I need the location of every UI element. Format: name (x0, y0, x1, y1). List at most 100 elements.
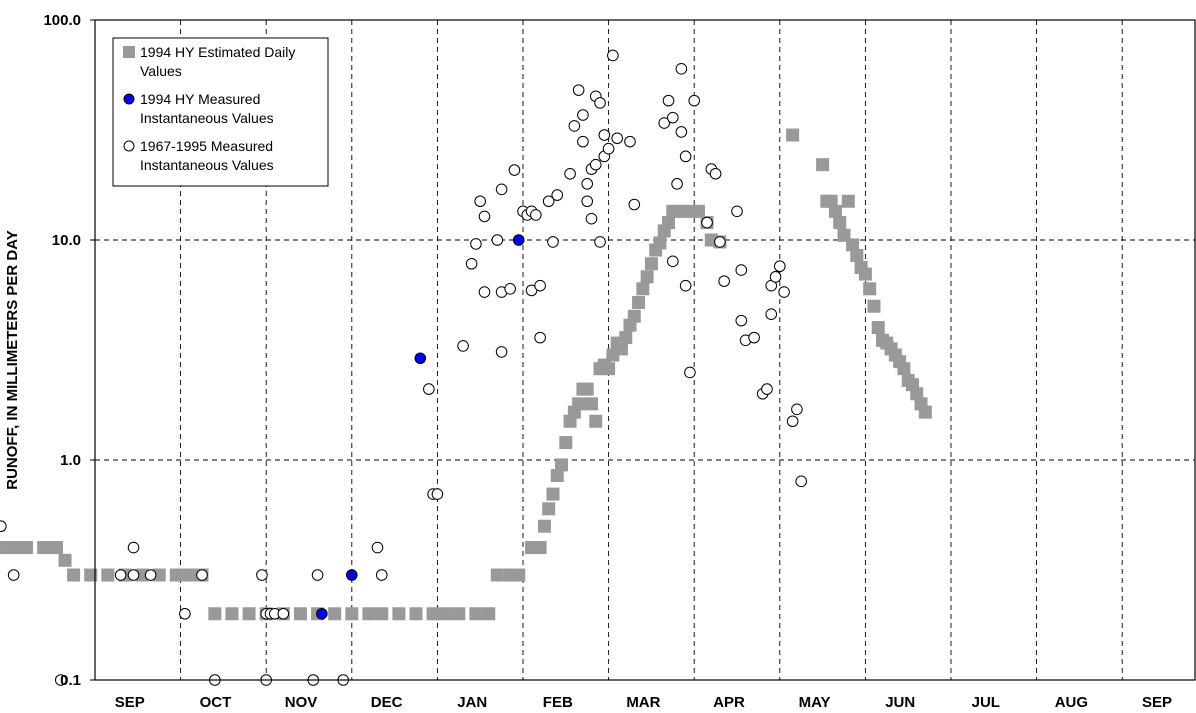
historical-measured-point (735, 264, 748, 276)
legend: 1994 HY Estimated Daily Values 1994 HY Mea… (112, 37, 329, 187)
estimated-daily-point (452, 607, 466, 621)
y-tick-label: 100.0 (43, 12, 81, 29)
estimated-daily-point (152, 568, 166, 582)
estimated-daily-point (662, 216, 676, 230)
historical-measured-point (375, 569, 388, 581)
estimated-daily-point (786, 128, 800, 142)
historical-measured-point (127, 541, 140, 554)
estimated-daily-point (863, 282, 877, 296)
x-tick-label-feb: FEB (543, 694, 573, 711)
historical-measured-point (598, 129, 611, 141)
historical-measured-point (594, 97, 606, 109)
legend-square-marker (123, 46, 135, 58)
historical-measured-point (581, 195, 594, 208)
estimated-daily-point (84, 568, 98, 582)
estimated-daily-point (328, 607, 342, 621)
x-axis-month-labels: SEP OCT NOV DEC JAN FEB MAR APR MAY JUN JUL AUG SEP (115, 694, 1172, 711)
y-tick-label: 10.0 (52, 232, 81, 249)
historical-measured-point (564, 167, 576, 180)
historical-measured-point (474, 195, 487, 208)
historical-measured-point (127, 569, 140, 581)
historical-measured-point (491, 234, 504, 246)
historical-measured-point (731, 205, 743, 218)
historical-measured-point (795, 475, 808, 488)
historical-measured-point (534, 279, 546, 292)
historical-measured-point (144, 569, 157, 581)
estimated-daily-point (375, 607, 389, 621)
historical-measured-point (457, 340, 469, 352)
estimated-daily-point (555, 458, 569, 472)
estimated-daily-point (636, 282, 650, 296)
historical-measured-point (581, 178, 594, 190)
legend-entry-text: 1967-1995 Measured (140, 138, 273, 154)
x-tick-label-apr: APR (713, 694, 745, 711)
historical-measured-point (504, 283, 516, 295)
estimated-daily-point (627, 309, 641, 323)
historical-measured-point (709, 167, 722, 180)
estimated-daily-point (512, 568, 526, 582)
historical-measured-point (679, 150, 692, 163)
historical-measured-point (675, 63, 688, 75)
historical-measured-point (748, 331, 760, 344)
estimated-daily-point (49, 541, 63, 555)
estimated-daily-point (439, 607, 453, 621)
historical-measured-point (589, 158, 602, 171)
estimated-daily-point (841, 194, 855, 208)
estimated-daily-point (469, 607, 483, 621)
estimated-daily-point (816, 158, 830, 172)
estimated-daily-point (559, 436, 573, 450)
historical-measured-point (684, 366, 696, 379)
historical-measured-point (508, 164, 521, 176)
historical-measured-point (0, 520, 7, 533)
historical-measured-point (495, 183, 508, 196)
legend-open-circle-marker (123, 140, 135, 152)
estimated-daily-point (602, 362, 616, 376)
historical-measured-point (611, 132, 623, 145)
legend-entry-text: Instantaneous Values (140, 157, 274, 173)
estimated-daily-point (225, 607, 239, 621)
x-tick-label-jun: JUN (885, 694, 915, 711)
measured-1994-point (316, 607, 328, 620)
historical-measured-point (277, 607, 290, 620)
estimated-daily-point (20, 541, 34, 555)
historical-measured-point (786, 415, 799, 428)
historical-measured-point (551, 189, 564, 201)
x-tick-label-aug: AUG (1055, 694, 1088, 711)
estimated-daily-point (871, 321, 885, 335)
historical-measured-point (577, 135, 589, 148)
estimated-daily-point (833, 216, 847, 230)
x-tick-label-sep: SEP (115, 694, 145, 711)
estimated-daily-point (426, 607, 440, 621)
measured-1994-point (512, 234, 525, 246)
estimated-daily-point (37, 541, 51, 555)
historical-measured-point (542, 195, 555, 208)
historical-measured-point (478, 286, 491, 298)
estimated-daily-point (0, 541, 8, 555)
historical-measured-point (7, 569, 20, 581)
estimated-daily-point (589, 414, 603, 428)
historical-measured-point (470, 238, 482, 250)
historical-measured-point (662, 94, 675, 107)
x-tick-label-mar: MAR (626, 694, 660, 711)
historical-measured-point (774, 260, 786, 273)
series-1967-1995-measured (0, 49, 808, 686)
series-1994-measured (316, 234, 525, 620)
estimated-daily-point (850, 249, 864, 263)
estimated-daily-point (910, 387, 924, 401)
estimated-daily-point (918, 405, 932, 419)
historical-measured-point (765, 308, 778, 320)
historical-measured-point (572, 84, 585, 96)
estimated-daily-point (640, 270, 654, 284)
series-1994-estimated (0, 128, 932, 621)
estimated-daily-point (345, 607, 359, 621)
x-tick-label-oct: OCT (200, 694, 232, 711)
historical-measured-point (594, 236, 606, 248)
legend-box (112, 37, 329, 187)
legend-entry-text: Instantaneous Values (140, 110, 274, 126)
estimated-daily-point (897, 362, 911, 376)
historical-measured-point (547, 236, 559, 248)
estimated-daily-point (867, 299, 881, 313)
estimated-daily-point (208, 607, 222, 621)
historical-measured-point (54, 674, 67, 686)
measured-1994-point (414, 352, 427, 365)
